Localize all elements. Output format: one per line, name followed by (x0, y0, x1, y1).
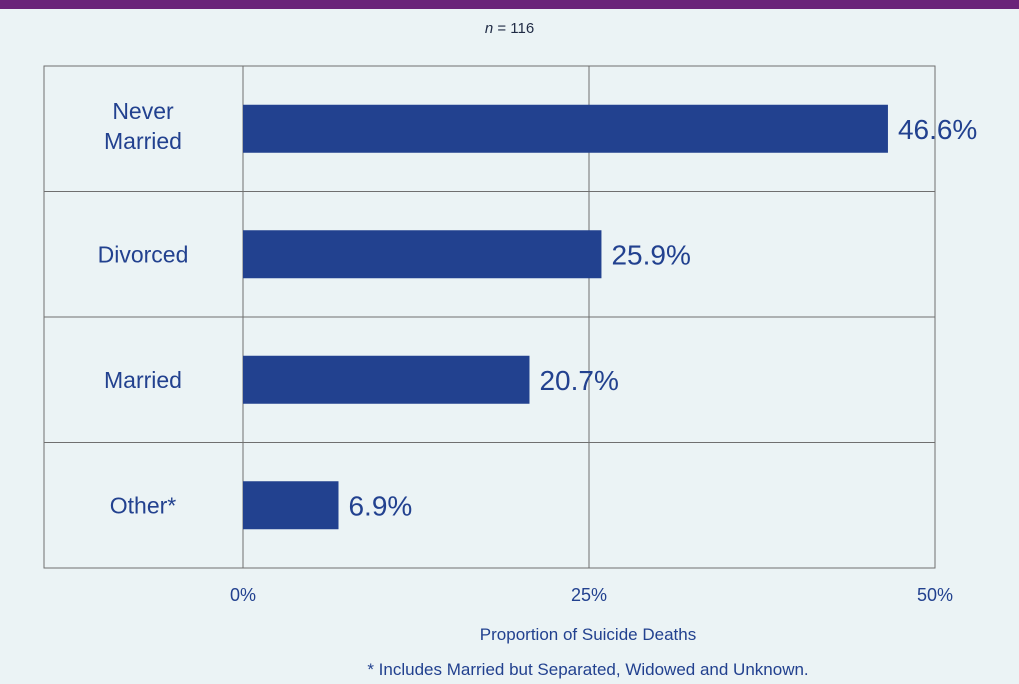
x-axis-title: Proportion of Suicide Deaths (480, 625, 696, 644)
sample-size-label: n = 116 (0, 20, 1019, 37)
value-label: 25.9% (611, 239, 690, 270)
category-label-line: Married (104, 128, 182, 154)
bar (243, 481, 339, 530)
value-label: 46.6% (898, 114, 977, 145)
bar (243, 355, 530, 404)
category-label-line: Never (112, 98, 174, 124)
x-tick-label: 0% (230, 585, 256, 605)
x-tick-label: 25% (571, 585, 607, 605)
category-label: Married (104, 367, 182, 393)
category-label: Never Married (104, 98, 182, 154)
sample-size-symbol: n (484, 20, 494, 37)
bar (243, 230, 602, 279)
category-label: Divorced (98, 241, 189, 267)
value-label: 20.7% (539, 365, 618, 396)
bar (243, 104, 888, 153)
category-label: Other* (110, 492, 177, 518)
footnote: * Includes Married but Separated, Widowe… (367, 660, 808, 679)
value-label: 6.9% (348, 490, 412, 521)
x-tick-label: 50% (917, 585, 953, 605)
sample-size-value: = 116 (493, 20, 535, 37)
header-accent-bar (0, 0, 1019, 9)
